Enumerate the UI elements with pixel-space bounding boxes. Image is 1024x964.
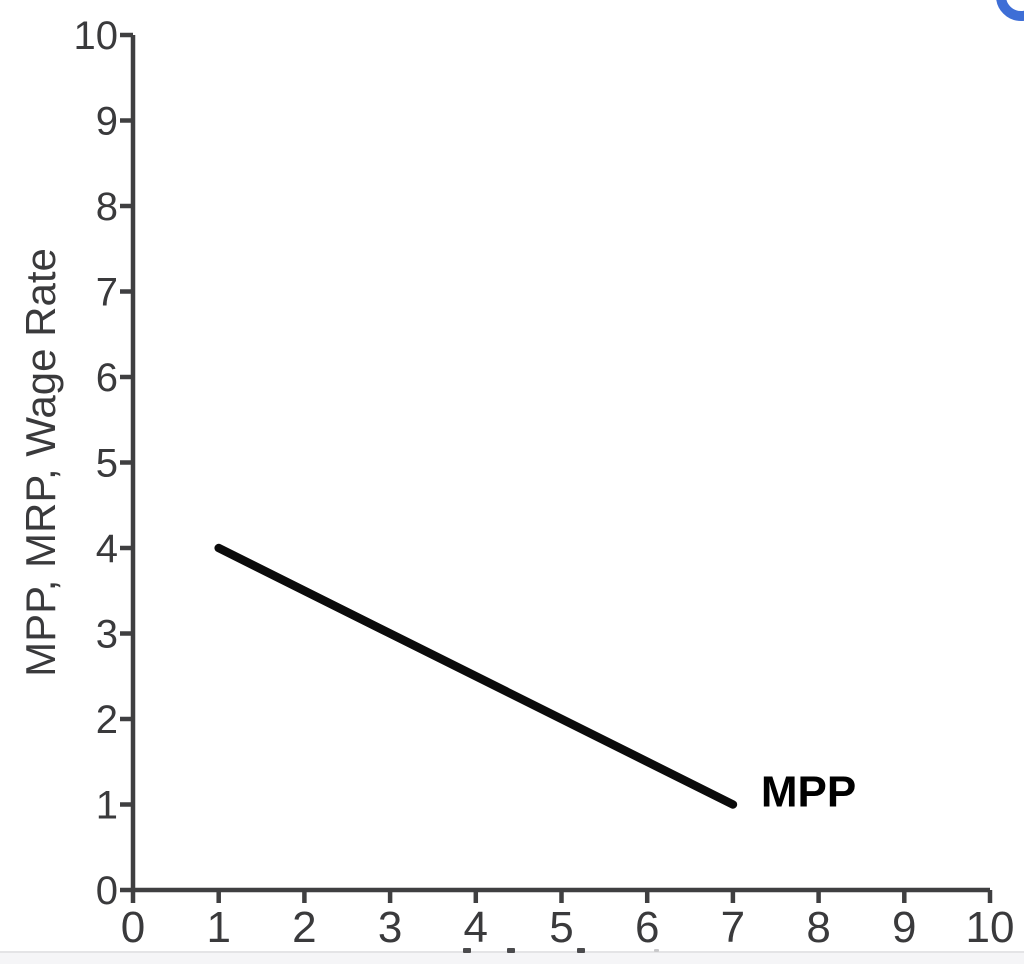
x-tick-label: 7 — [721, 903, 745, 952]
x-tick-label: 6 — [635, 903, 659, 952]
x-tick-label: 5 — [549, 903, 573, 952]
y-tick-label: 5 — [96, 442, 118, 486]
y-axis-title: MPP, MRP, Wage Rate — [17, 248, 64, 677]
x-tick-label: 0 — [121, 903, 145, 952]
x-tick-label: 8 — [806, 903, 830, 952]
x-tick-label: 2 — [292, 903, 316, 952]
clipped-letter-top — [507, 948, 515, 953]
x-tick-label: 9 — [892, 903, 916, 952]
axes — [120, 35, 990, 903]
y-tick-label: 8 — [96, 185, 118, 229]
x-tick-label: 10 — [966, 903, 1015, 952]
x-tick-label: 4 — [464, 903, 488, 952]
series-label-mpp: MPP — [761, 768, 856, 817]
series-line-mpp — [214, 543, 738, 809]
clipped-letter-top — [463, 948, 471, 953]
y-tick-label: 9 — [96, 100, 118, 144]
clipped-letter-top — [577, 948, 585, 953]
x-tick-label: 3 — [378, 903, 402, 952]
y-tick-label: 0 — [96, 869, 118, 913]
clipped-letter-top — [654, 949, 659, 952]
y-tick-label: 6 — [96, 356, 118, 400]
y-tick-label: 10 — [74, 14, 119, 58]
x-tick-label: 1 — [206, 903, 230, 952]
y-tick-label: 2 — [96, 698, 118, 742]
y-tick-label: 7 — [96, 271, 118, 315]
y-tick-label: 4 — [96, 527, 118, 571]
y-tick-label: 3 — [96, 613, 118, 657]
y-tick-label: 1 — [96, 784, 118, 828]
